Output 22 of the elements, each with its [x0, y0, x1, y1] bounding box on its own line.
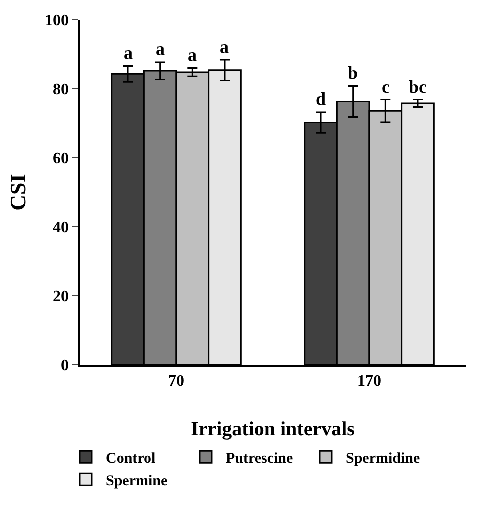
- legend-label: Putrescine: [226, 451, 294, 467]
- x-tick-label: 70: [168, 372, 184, 390]
- legend-label: Spermidine: [346, 451, 420, 467]
- y-tick-label: 20: [53, 288, 70, 306]
- y-axis-title: CSI: [6, 174, 30, 211]
- data-label: a: [220, 37, 229, 57]
- legend-label: Control: [106, 451, 156, 467]
- x-tick-label: 170: [358, 372, 382, 390]
- y-tick-label: 40: [53, 220, 70, 237]
- data-label: c: [382, 77, 390, 97]
- data-label: a: [188, 45, 197, 65]
- data-label: b: [348, 63, 358, 83]
- data-label: d: [316, 89, 326, 109]
- y-tick-label: 100: [45, 12, 70, 30]
- x-axis-title: Irrigation intervals: [191, 418, 356, 440]
- data-label: a: [124, 43, 133, 63]
- legend-label: Spermine: [106, 474, 168, 490]
- data-label: a: [156, 39, 165, 59]
- y-tick-label: 0: [61, 358, 70, 375]
- data-label: bc: [409, 77, 428, 97]
- y-tick-label: 80: [53, 82, 70, 99]
- y-tick-label: 60: [53, 150, 70, 168]
